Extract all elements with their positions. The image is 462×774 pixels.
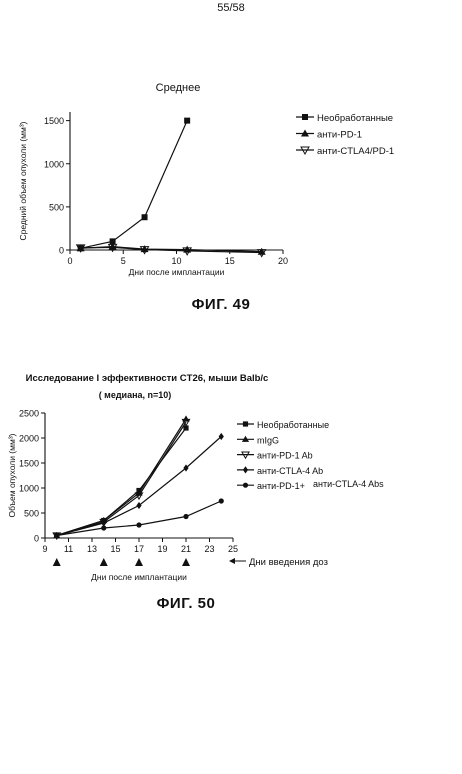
legend-label: mIgG (257, 435, 279, 445)
dosing-day-marker (135, 558, 143, 566)
chart-mean-tumor-volume: Среднее 0 5 10 15 20 0 500 1000 1500 Дни после имп… (18, 82, 394, 277)
y-tick-label: 500 (49, 202, 64, 212)
data-point-series-3 (107, 243, 118, 253)
series-line-2 (56, 418, 187, 537)
y-axis-label: Объем опухоли (мм³) (7, 433, 17, 517)
data-point-series-3 (134, 492, 144, 501)
legend-marker (302, 114, 308, 120)
legend-label: анти-CTLA-4 Ab (257, 466, 323, 476)
figure-caption-49: ФИГ. 49 (191, 296, 251, 313)
x-tick-label: 9 (42, 544, 47, 554)
x-tick-label: 21 (181, 544, 191, 554)
y-tick-label: 2000 (19, 434, 39, 444)
legend-label: Необработанные (257, 420, 329, 430)
data-point-series-5 (136, 522, 142, 528)
y-tick-label: 500 (24, 509, 39, 519)
x-axis-label: Дни после имплантации (91, 572, 187, 582)
legend-marker (301, 129, 309, 137)
x-tick-label: 13 (87, 544, 97, 554)
series-line-4 (56, 436, 222, 537)
y-tick-label: 0 (34, 534, 39, 544)
page-number: 55/58 (217, 2, 245, 14)
legend-label: анти-PD-1 Ab (257, 451, 313, 461)
legend-marker (242, 482, 249, 488)
legend-marker (300, 146, 310, 156)
x-tick-label: 19 (157, 544, 167, 554)
y-tick-label: 1000 (19, 484, 39, 494)
series-line-3 (80, 246, 262, 254)
data-point-series-3 (181, 418, 191, 427)
x-tick-label: 15 (110, 544, 120, 554)
x-tick-label: 25 (228, 544, 238, 554)
dosing-label: Дни введения доз (249, 557, 328, 568)
x-tick-label: 11 (64, 544, 73, 554)
series-line-1 (56, 427, 187, 537)
data-point-series-1 (183, 425, 189, 431)
dosing-day-marker (52, 558, 61, 566)
data-point-series-4 (218, 432, 224, 441)
legend-label: Необработанные (317, 113, 393, 124)
data-point-series-1 (141, 214, 148, 221)
series-line-3 (56, 421, 187, 537)
data-point-series-3 (256, 249, 267, 258)
x-tick-label: 5 (121, 256, 126, 266)
data-point-series-3 (75, 244, 86, 253)
y-tick-label: 1500 (44, 116, 64, 126)
y-axis-label: Средний объем опухоли (мм³) (18, 121, 28, 240)
data-point-series-1 (184, 117, 191, 124)
data-point-series-2 (182, 415, 190, 422)
chart-subtitle: ( медиана, n=10) (99, 390, 172, 400)
y-tick-label: 0 (59, 246, 64, 256)
legend-label: анти-PD-1 (317, 130, 362, 141)
legend-label-extra: анти-CTLA-4 Abs (313, 479, 384, 489)
y-tick-label: 2500 (19, 409, 39, 419)
y-tick-label: 1000 (44, 159, 64, 169)
chart-title: Исследование I эффективности CT26, мыши … (26, 373, 269, 384)
y-tick-label: 1500 (19, 459, 39, 469)
data-point-series-5 (183, 513, 189, 520)
dosing-day-marker (99, 558, 108, 566)
data-point-series-3 (139, 246, 150, 255)
dosing-arrow-icon (229, 558, 235, 564)
data-point-series-4 (136, 501, 142, 510)
data-point-series-3 (182, 247, 193, 256)
chart-title: Среднее (156, 82, 201, 94)
legend-marker (241, 451, 250, 460)
x-tick-label: 17 (134, 544, 144, 554)
series-line-1 (80, 120, 188, 249)
x-tick-label: 0 (67, 256, 72, 266)
data-point-series-5 (101, 525, 107, 531)
data-point-series-5 (54, 532, 60, 539)
legend-label: анти-CTLA4/PD-1 (317, 146, 394, 157)
x-tick-label: 20 (278, 256, 288, 266)
legend-label: анти-PD-1+ (257, 481, 305, 491)
data-point-series-5 (218, 498, 224, 504)
x-tick-label: 23 (204, 544, 214, 554)
legend-marker (241, 435, 250, 442)
legend-marker (242, 466, 249, 474)
figure-caption-50: ФИГ. 50 (156, 595, 216, 612)
data-point-series-1 (109, 238, 116, 245)
data-point-series-4 (101, 519, 107, 527)
x-tick-label: 10 (171, 256, 181, 266)
dosing-day-marker (182, 558, 190, 566)
x-axis-label: Дни после имплантации (129, 267, 225, 277)
x-tick-label: 15 (225, 256, 235, 266)
legend-marker (242, 421, 249, 427)
data-point-series-4 (183, 464, 189, 472)
